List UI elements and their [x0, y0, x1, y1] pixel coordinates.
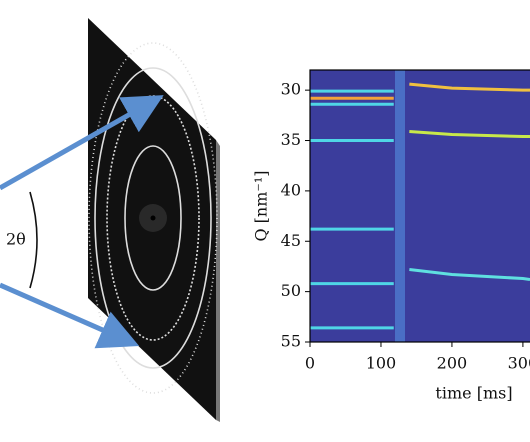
plot-background — [310, 70, 530, 342]
q-line — [409, 129, 530, 138]
y-tick-label: 35 — [281, 130, 301, 149]
detector-edge — [216, 140, 220, 422]
x-axis-label: time [ms] — [435, 384, 512, 403]
x-tick-label: 0 — [305, 354, 315, 373]
y-tick-label: 50 — [281, 281, 301, 300]
y-tick-label: 55 — [281, 332, 301, 351]
y-tick-label: 45 — [281, 231, 301, 250]
angle-arc — [29, 191, 38, 289]
y-tick-label: 30 — [281, 80, 301, 99]
angle-label: 2θ — [6, 230, 26, 249]
y-tick-label: 40 — [281, 180, 301, 199]
q-line — [409, 267, 530, 282]
ray — [0, 95, 164, 191]
x-tick-label: 100 — [366, 354, 397, 373]
plot-frame — [309, 69, 530, 343]
y-axis-label: Q [nm⁻¹] — [252, 170, 271, 241]
ray — [0, 282, 140, 349]
diffraction-diagram: 2θ — [0, 18, 220, 422]
x-tick-label: 200 — [437, 354, 468, 373]
plot-area — [310, 70, 530, 342]
x-tick-label: 300 — [508, 354, 530, 373]
chart: 30 35 40 45 50 550 100 200 300 time [ms] Q [nm⁻¹] — [252, 69, 530, 403]
transition-band — [395, 70, 405, 342]
q-line — [409, 82, 530, 92]
